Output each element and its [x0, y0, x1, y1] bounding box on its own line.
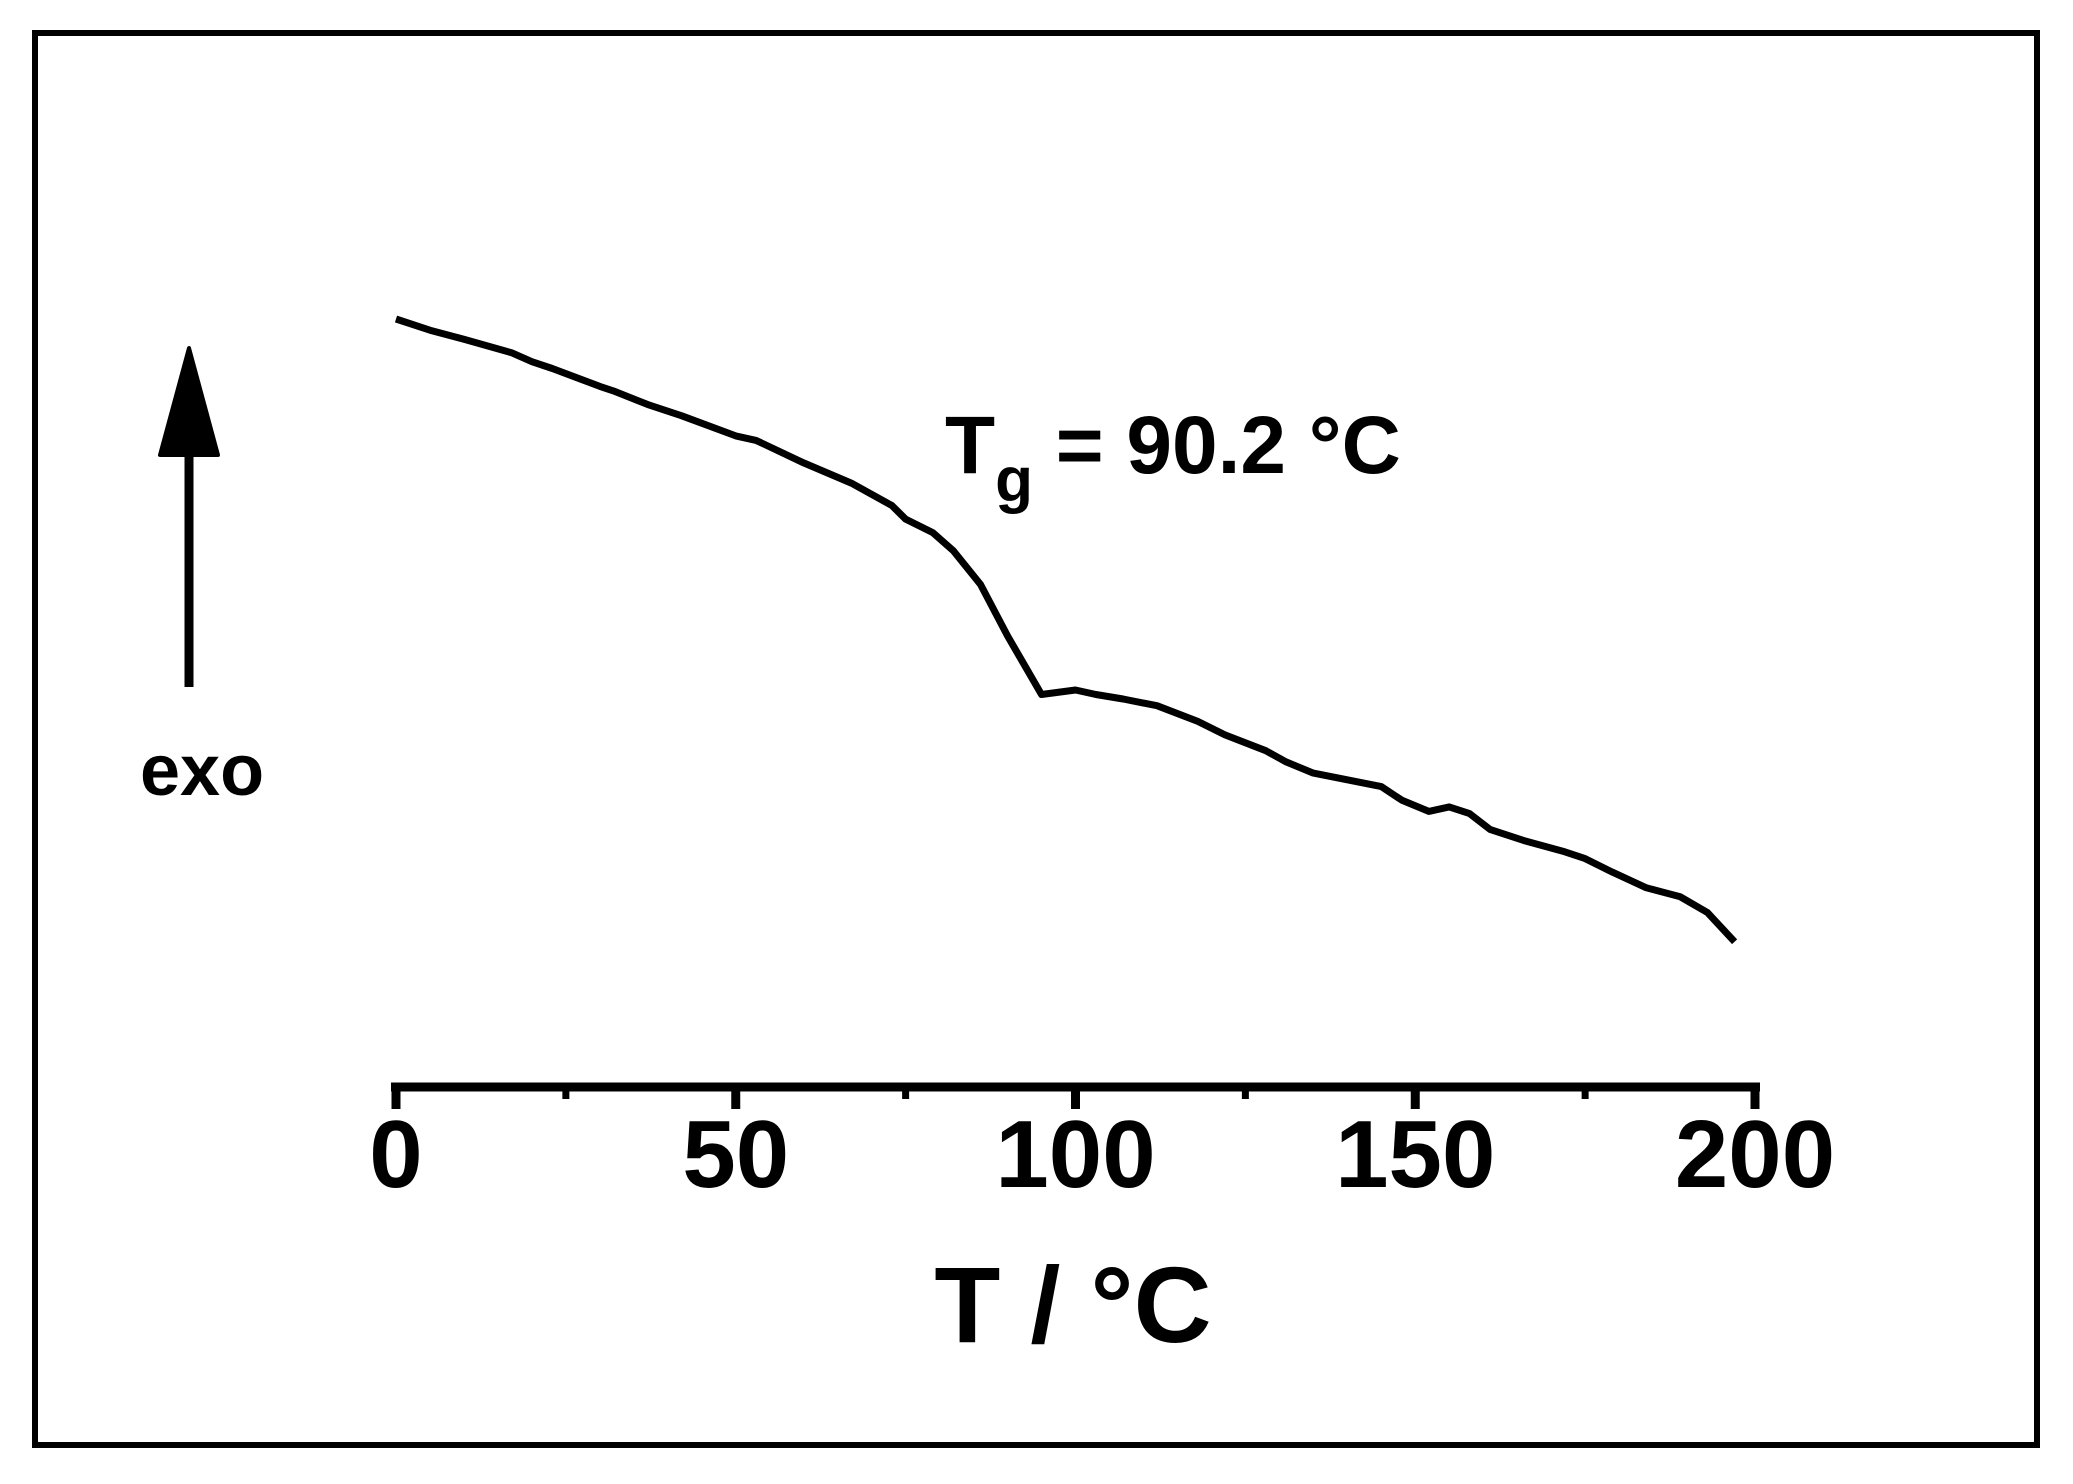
x-ticks: [391, 1087, 1760, 1109]
tg-value: = 90.2 °C: [1033, 400, 1401, 491]
series-line: [394, 315, 1738, 945]
x-tick-label: 50: [682, 1101, 789, 1208]
x-tick-label: 100: [995, 1101, 1155, 1208]
tg-symbol: T: [945, 400, 995, 491]
exo-label: exo: [140, 731, 264, 811]
exo-arrow: [158, 346, 220, 687]
x-tick-labels: 0 50 100 150 200: [369, 1101, 1835, 1208]
x-tick-label: 200: [1675, 1101, 1835, 1208]
exo-arrow-head: [158, 346, 220, 457]
x-tick-label: 150: [1335, 1101, 1495, 1208]
chart-frame: [32, 30, 2040, 1448]
x-tick-label: 0: [369, 1101, 422, 1208]
tg-subscript: g: [995, 446, 1033, 515]
x-axis-label: T / °C: [934, 1244, 1211, 1365]
tg-annotation: Tg = 90.2 °C: [945, 400, 1401, 515]
